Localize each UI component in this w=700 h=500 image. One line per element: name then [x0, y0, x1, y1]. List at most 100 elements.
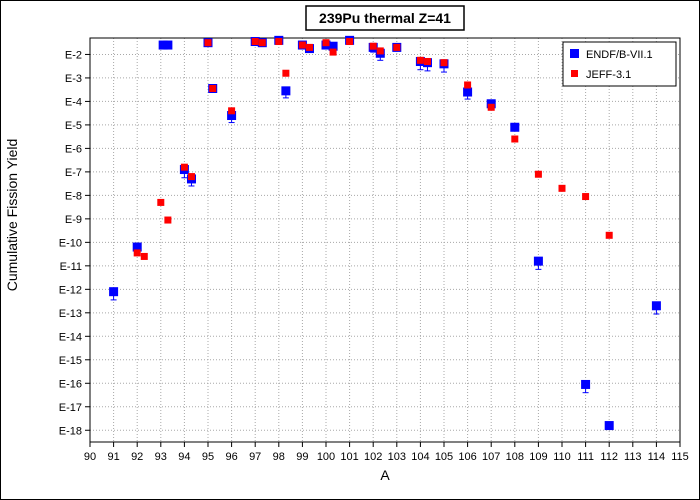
jeff-point	[464, 81, 472, 89]
x-tick-label: 93	[155, 451, 167, 463]
jeff-point	[258, 39, 266, 47]
y-tick-label: E-12	[59, 284, 82, 296]
jeff-point	[282, 69, 290, 77]
endf-point	[132, 242, 142, 252]
jeff-point	[187, 173, 195, 181]
jeff-point	[157, 198, 165, 206]
endf-point	[533, 256, 543, 266]
x-tick-label: 102	[364, 451, 382, 463]
jeff-point	[487, 103, 495, 111]
x-tick-label: 104	[411, 451, 429, 463]
jeff-point	[298, 41, 306, 49]
y-tick-label: E-4	[65, 96, 82, 108]
y-tick-label: E-17	[59, 402, 82, 414]
x-tick-label: 97	[249, 451, 261, 463]
x-tick-label: 108	[506, 451, 524, 463]
jeff-point	[393, 43, 401, 51]
y-axis-ticks: E-2 E-3 E-4 E-5 E-6 E-7 E-8 E-9 E-10 E-11 E-12 E-13…	[59, 49, 90, 437]
y-tick-label: E-3	[65, 73, 82, 85]
legend: ENDF/B-VII.1 JEFF-3.1	[562, 41, 677, 87]
jeff-point	[251, 38, 259, 46]
y-tick-label: E-11	[60, 261, 82, 273]
y-tick-label: E-18	[59, 425, 82, 437]
endf-point	[227, 111, 237, 121]
jeff-point	[440, 59, 448, 67]
y-tick-label: E-7	[65, 167, 82, 179]
error-bars	[110, 46, 660, 430]
jeff-point	[346, 38, 354, 46]
jeff-point	[209, 85, 217, 92]
x-axis-label: A	[380, 467, 390, 483]
endf-point	[486, 99, 496, 109]
x-tick-label: 105	[435, 451, 453, 463]
jeff-point	[582, 193, 590, 201]
x-tick-label: 113	[624, 451, 642, 463]
y-tick-label: E-14	[59, 331, 82, 343]
x-tick-label: 114	[648, 451, 666, 463]
endf-point	[651, 301, 661, 311]
x-tick-label: 112	[600, 451, 618, 463]
legend-label-endf: ENDF/B-VII.1	[586, 49, 653, 61]
x-tick-label: 109	[529, 451, 547, 463]
jeff-point	[534, 170, 542, 178]
x-tick-label: 115	[671, 451, 689, 463]
legend-marker-endf	[570, 49, 579, 58]
y-tick-label: E-10	[59, 237, 82, 249]
jeff-point	[511, 135, 519, 143]
x-tick-label: 99	[296, 451, 308, 463]
x-tick-label: 103	[388, 451, 406, 463]
legend-marker-jeff	[571, 70, 578, 77]
y-tick-label: E-13	[59, 308, 82, 320]
jeff-point	[558, 184, 566, 192]
jeff-point	[376, 47, 384, 55]
jeff-point	[329, 48, 337, 56]
jeff-point	[416, 56, 424, 64]
endf-point	[281, 86, 291, 96]
endf-point	[109, 287, 119, 297]
endf-point	[158, 40, 168, 50]
x-tick-label: 98	[273, 451, 285, 463]
jeff-point	[164, 216, 172, 224]
y-tick-label: E-9	[65, 214, 82, 226]
x-tick-label: 110	[553, 451, 571, 463]
endf-point	[604, 421, 614, 431]
jeff-point	[204, 39, 212, 47]
y-tick-label: E-16	[59, 378, 82, 390]
jeff-point	[180, 163, 188, 171]
endf-point	[463, 87, 473, 97]
jeff-point	[423, 57, 431, 65]
x-tick-label: 111	[577, 451, 594, 463]
chart-title: 239Pu thermal Z=41	[319, 10, 451, 26]
endf-point	[328, 41, 338, 51]
endf-point	[163, 40, 173, 50]
x-axis-ticks: 90 91 92 93 94 95 96 97 98 99 100 101 102 103 104 105 10…	[84, 442, 689, 463]
jeff-point	[322, 39, 330, 47]
jeff-point	[133, 249, 141, 257]
jeff-point	[605, 231, 613, 239]
y-tick-label: E-5	[65, 120, 82, 132]
x-tick-label: 106	[458, 451, 476, 463]
y-tick-label: E-6	[65, 143, 82, 155]
x-tick-label: 92	[131, 451, 143, 463]
jeff-point	[305, 43, 313, 51]
x-tick-label: 107	[482, 451, 500, 463]
data-points	[109, 35, 661, 431]
jeff-point	[140, 252, 148, 260]
jeff-point	[228, 107, 236, 115]
x-tick-label: 101	[340, 451, 358, 463]
grid	[90, 38, 680, 442]
y-tick-label: E-15	[59, 355, 82, 367]
legend-label-jeff: JEFF-3.1	[586, 69, 631, 81]
x-tick-label: 91	[107, 451, 119, 463]
y-axis-label: Cumulative Fission Yield	[4, 139, 20, 292]
jeff-point	[275, 38, 283, 46]
x-tick-label: 95	[202, 451, 214, 463]
y-tick-label: E-2	[65, 49, 82, 61]
y-tick-label: E-8	[65, 190, 82, 202]
chart-title-box: 239Pu thermal Z=41	[305, 5, 465, 31]
x-tick-label: 94	[178, 451, 190, 463]
endf-point	[581, 379, 591, 389]
x-tick-label: 90	[84, 451, 96, 463]
x-tick-label: 96	[225, 451, 237, 463]
